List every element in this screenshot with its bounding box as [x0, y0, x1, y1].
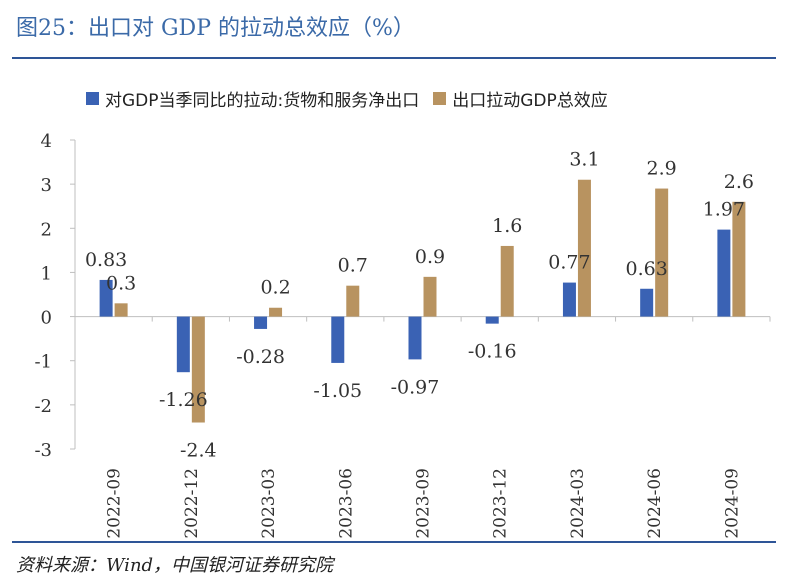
bar-series-1: [562, 282, 576, 317]
bar-series-2: [655, 188, 669, 317]
data-label-series-1: -0.16: [468, 341, 517, 363]
bar-series-1: [717, 229, 731, 317]
bar-series-1: [640, 288, 654, 317]
x-tick-label: 2024-09: [722, 468, 742, 539]
legend-swatch-series-1: [86, 92, 99, 105]
bar-series-2: [423, 276, 437, 317]
data-label-series-2: 1.6: [492, 215, 522, 237]
source-note: 资料来源：Wind，中国银河证券研究院: [16, 555, 334, 576]
data-label-series-2: 0.3: [106, 272, 136, 294]
data-label-series-1: 0.77: [548, 252, 590, 274]
legend-swatch-series-2: [433, 92, 447, 105]
bar-series-2: [577, 179, 591, 317]
x-tick-label: 2022-09: [105, 468, 125, 539]
x-tick-label: 2023-06: [336, 468, 356, 539]
data-label-series-2: -2.4: [180, 440, 217, 462]
data-label-series-2: 0.7: [338, 255, 368, 277]
x-tick-label: 2023-09: [414, 468, 434, 539]
data-label-series-1: 1.97: [703, 199, 745, 221]
data-label-series-1: -0.28: [236, 346, 285, 368]
bar-series-2: [500, 245, 514, 317]
x-tick-label: 2023-12: [491, 468, 511, 539]
y-tick-label: 4: [41, 131, 52, 152]
bar-series-2: [346, 285, 360, 317]
data-label-series-2: 2.6: [724, 171, 754, 193]
x-tick-label: 2022-12: [182, 468, 202, 539]
data-label-series-1: 0.83: [85, 249, 127, 271]
y-tick-label: -1: [34, 352, 52, 373]
chart-legend: 对GDP当季同比的拉动:货物和服务净出口 出口拉动GDP总效应: [86, 86, 622, 111]
source-divider: [12, 541, 776, 543]
legend-label-series-2: 出口拉动GDP总效应: [452, 91, 608, 111]
bar-series-1: [485, 316, 499, 324]
data-label-series-1: -0.97: [391, 376, 440, 398]
bar-series-1: [408, 316, 422, 360]
y-tick-label: 1: [41, 263, 52, 284]
y-tick-label: -2: [34, 396, 52, 417]
x-tick-label: 2024-03: [568, 468, 588, 539]
bar-series-2: [269, 307, 283, 317]
bar-series-1: [99, 279, 113, 317]
legend-item-series-2: 出口拉动GDP总效应: [433, 86, 608, 111]
bar-series-1: [331, 316, 345, 363]
data-label-series-2: 0.9: [415, 246, 445, 268]
bar-series-2: [114, 303, 128, 317]
data-label-series-1: -1.05: [313, 380, 362, 402]
x-tick-label: 2024-06: [645, 468, 665, 539]
bar-series-2: [191, 316, 205, 423]
data-label-series-2: 2.9: [647, 158, 677, 180]
data-label-series-2: 0.2: [260, 277, 290, 299]
x-tick-label: 2023-03: [259, 468, 279, 539]
y-tick-label: 3: [41, 175, 52, 196]
legend-item-series-1: 对GDP当季同比的拉动:货物和服务净出口: [86, 86, 419, 111]
legend-label-series-1: 对GDP当季同比的拉动:货物和服务净出口: [105, 91, 420, 111]
data-label-series-1: -1.26: [159, 389, 208, 411]
bar-series-1: [254, 316, 268, 329]
title-divider: [12, 57, 776, 59]
page-title: 图25：出口对 GDP 的拉动总效应（%）: [16, 16, 415, 41]
y-tick-label: -3: [34, 440, 52, 461]
data-label-series-2: 3.1: [569, 149, 599, 171]
y-tick-label: 2: [41, 219, 52, 240]
y-tick-label: 0: [41, 308, 52, 329]
bar-series-1: [176, 316, 190, 373]
data-label-series-1: 0.63: [626, 258, 668, 280]
bar-series-2: [732, 201, 746, 317]
